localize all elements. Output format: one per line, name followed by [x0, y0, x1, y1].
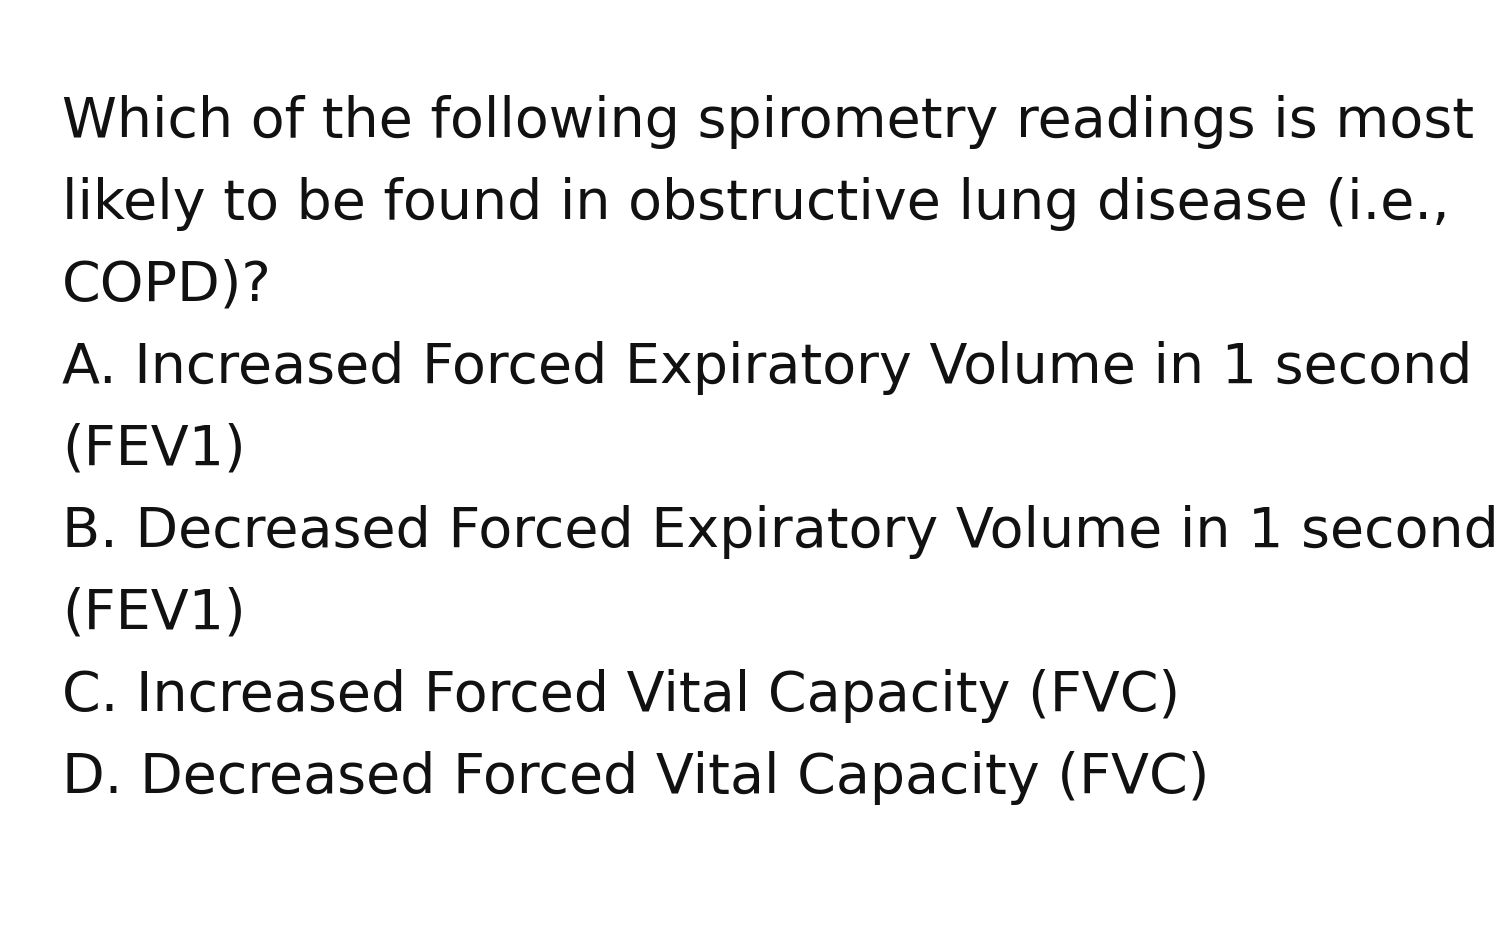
Text: likely to be found in obstructive lung disease (i.e.,: likely to be found in obstructive lung d…	[62, 177, 1449, 231]
Text: (FEV1): (FEV1)	[62, 587, 246, 641]
Text: COPD)?: COPD)?	[62, 259, 272, 313]
Text: C. Increased Forced Vital Capacity (FVC): C. Increased Forced Vital Capacity (FVC)	[62, 669, 1180, 723]
Text: B. Decreased Forced Expiratory Volume in 1 second: B. Decreased Forced Expiratory Volume in…	[62, 505, 1498, 559]
Text: A. Increased Forced Expiratory Volume in 1 second: A. Increased Forced Expiratory Volume in…	[62, 341, 1473, 395]
Text: Which of the following spirometry readings is most: Which of the following spirometry readin…	[62, 95, 1474, 149]
Text: (FEV1): (FEV1)	[62, 423, 246, 477]
Text: D. Decreased Forced Vital Capacity (FVC): D. Decreased Forced Vital Capacity (FVC)	[62, 751, 1209, 805]
